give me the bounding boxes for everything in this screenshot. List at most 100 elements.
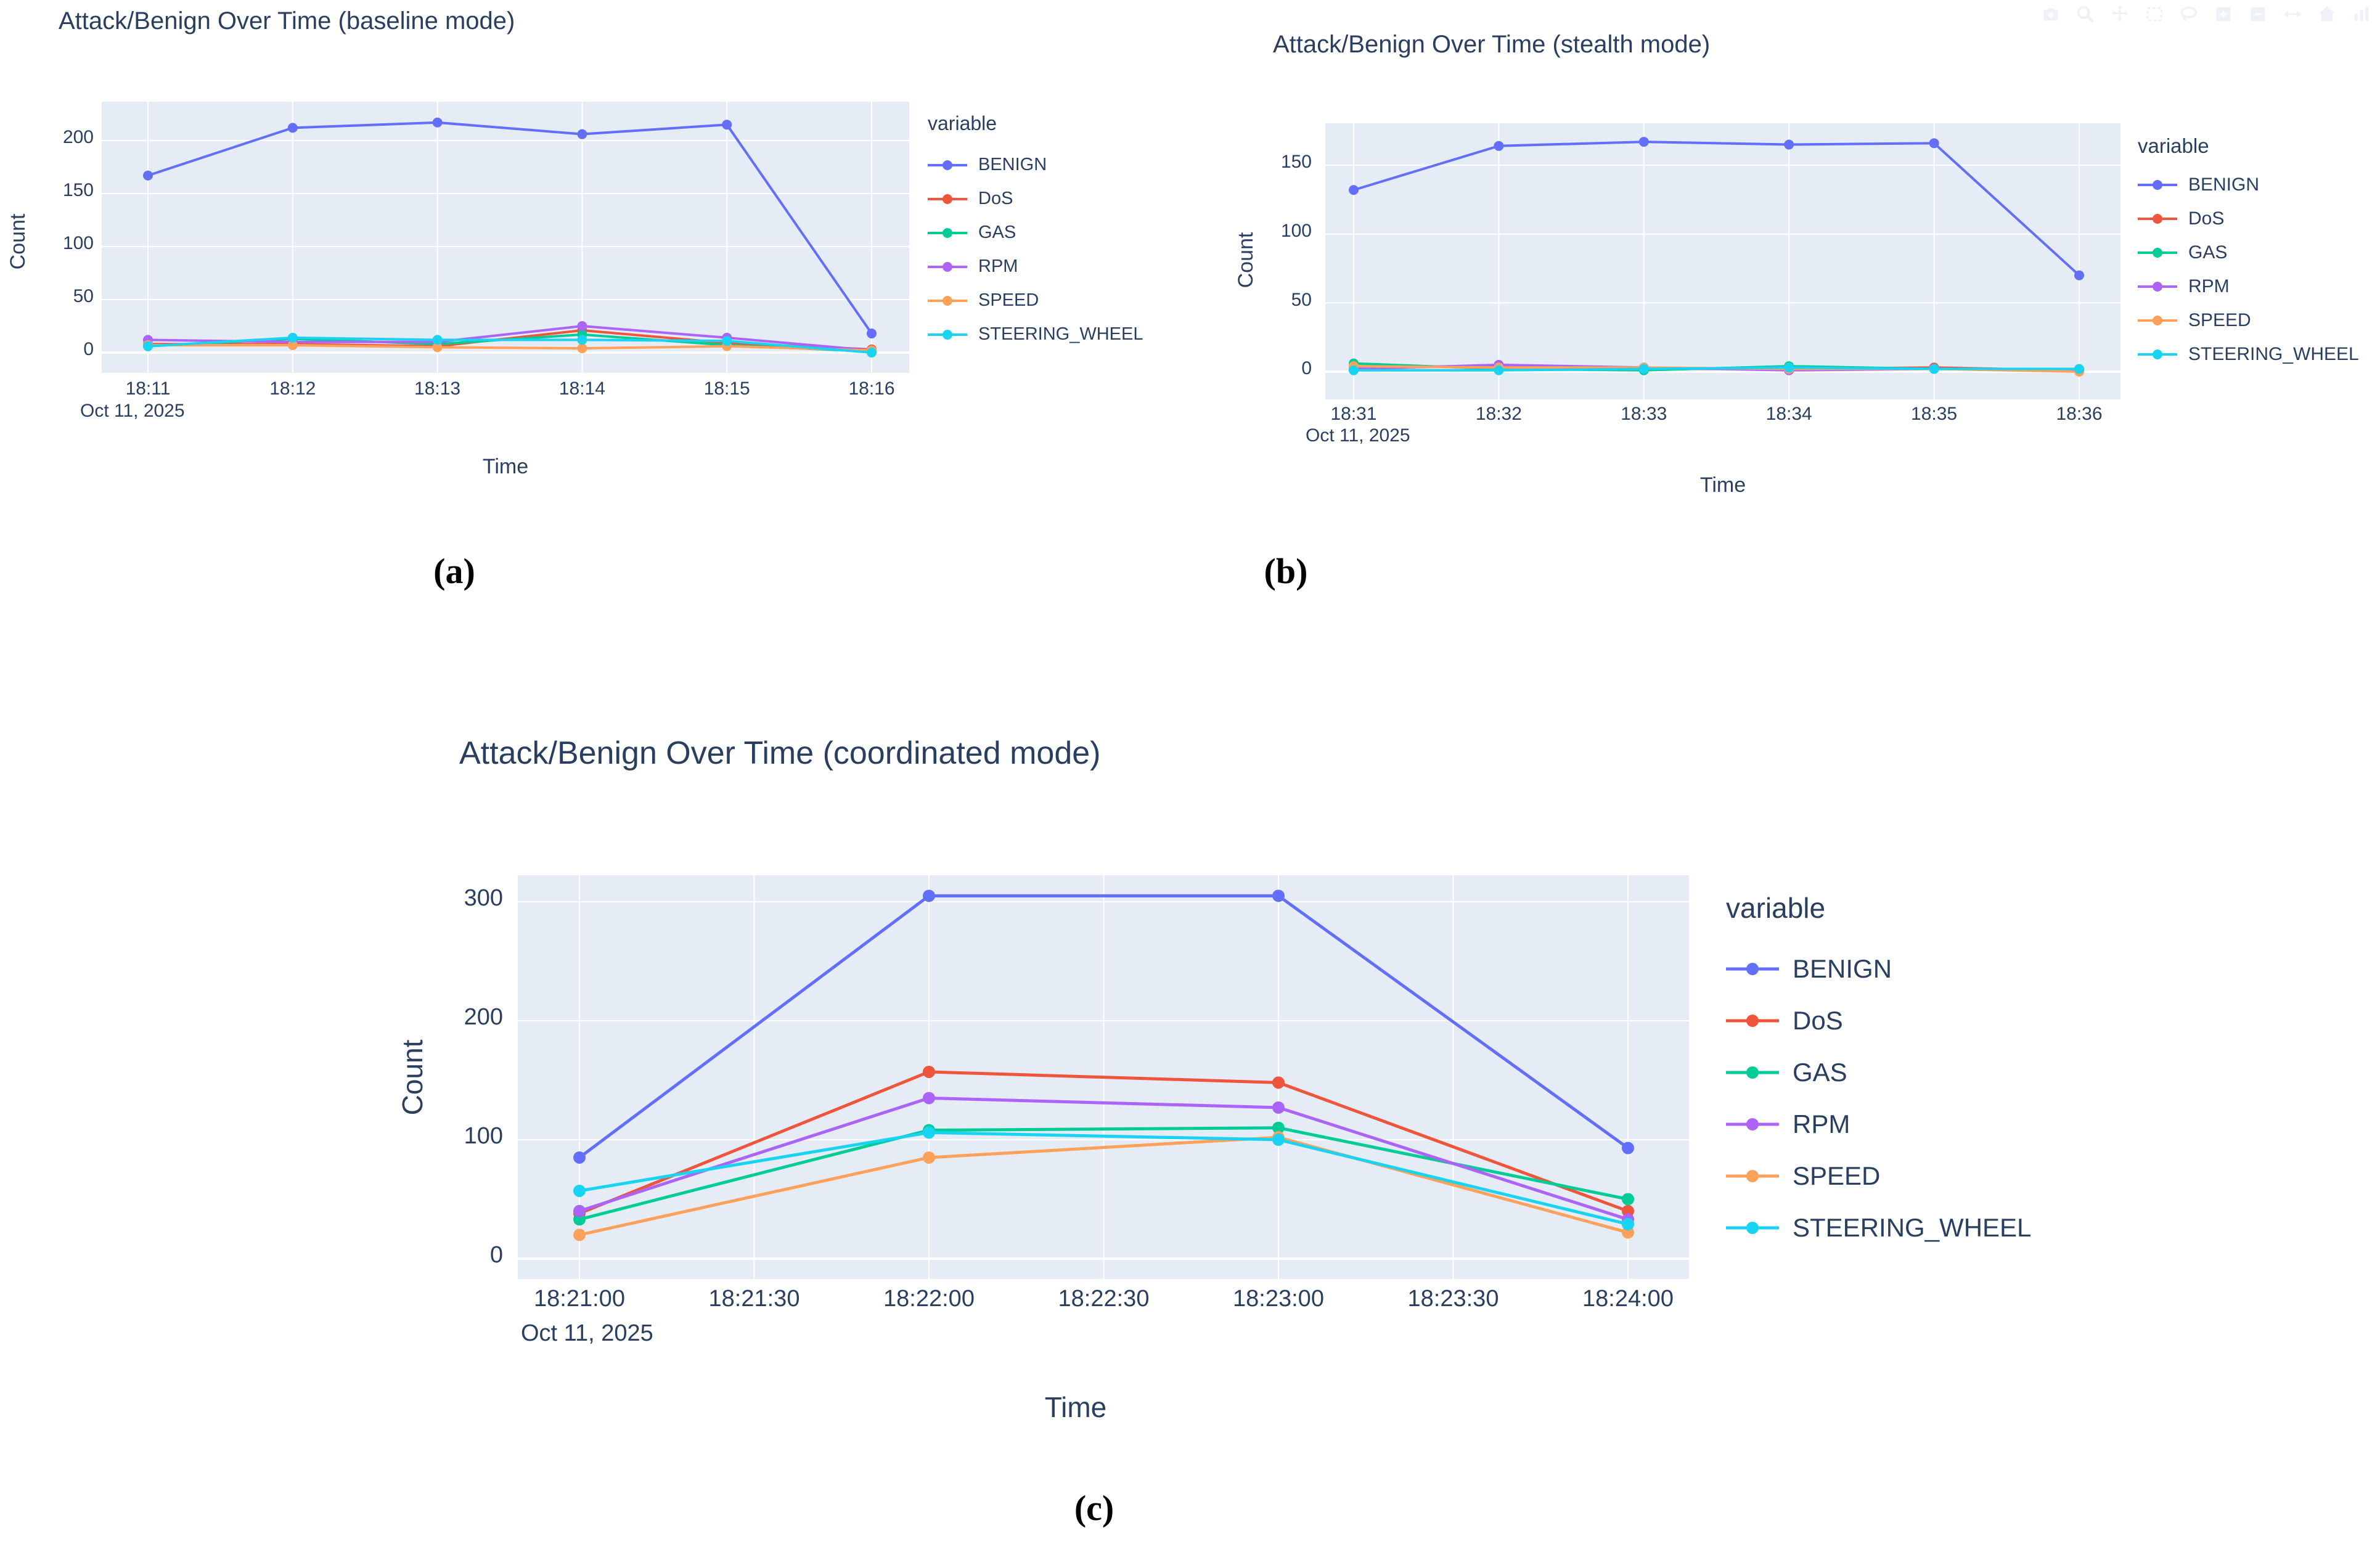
legend-item-steering_wheel[interactable]: STEERING_WHEEL	[2138, 337, 2359, 371]
data-point-steering_wheel[interactable]	[287, 332, 298, 343]
series-line-speed[interactable]	[147, 343, 873, 352]
y-tick-label: 150	[62, 180, 94, 201]
y-tick-label: 0	[83, 339, 94, 360]
y-tick-label: 200	[464, 1003, 503, 1030]
legend-item-dos[interactable]: DoS	[2138, 202, 2224, 235]
lasso-icon[interactable]	[2177, 4, 2201, 25]
reset-axes-icon[interactable]	[2315, 4, 2339, 25]
legend-item-dos[interactable]: DoS	[928, 182, 1013, 216]
data-point-rpm[interactable]	[573, 1204, 586, 1217]
data-point-benign[interactable]	[1349, 185, 1359, 195]
legend-item-gas[interactable]: GAS	[1726, 1047, 1847, 1098]
data-point-benign[interactable]	[432, 117, 443, 128]
data-point-benign[interactable]	[2074, 270, 2084, 280]
y-tick-label: 200	[62, 127, 94, 148]
data-point-steering_wheel[interactable]	[1622, 1218, 1634, 1231]
x-tick-label: 18:24:00	[1582, 1286, 1674, 1312]
legend-label: SPEED	[2188, 309, 2251, 330]
legend-item-rpm[interactable]: RPM	[1726, 1098, 1850, 1150]
data-point-benign[interactable]	[577, 129, 587, 139]
data-point-steering_wheel[interactable]	[1929, 364, 1939, 374]
autoscale-icon[interactable]	[2280, 4, 2305, 25]
data-point-rpm[interactable]	[1272, 1101, 1285, 1114]
data-point-steering_wheel[interactable]	[2074, 364, 2084, 374]
legend-item-speed[interactable]: SPEED	[928, 284, 1039, 317]
plot-background[interactable]	[1325, 123, 2120, 399]
data-point-steering_wheel[interactable]	[923, 1126, 935, 1139]
data-point-steering_wheel[interactable]	[1638, 364, 1649, 374]
plotly-logo-icon[interactable]	[2349, 4, 2374, 25]
series-line-steering_wheel[interactable]	[578, 1130, 1630, 1226]
y-tick-label: 100	[464, 1122, 503, 1149]
data-point-steering_wheel[interactable]	[1349, 365, 1359, 375]
legend-label: GAS	[2188, 242, 2228, 263]
legend-item-rpm[interactable]: RPM	[928, 250, 1018, 284]
legend-item-benign[interactable]: BENIGN	[1726, 943, 1892, 995]
legend-item-benign[interactable]: BENIGN	[928, 148, 1047, 182]
data-point-speed[interactable]	[573, 1228, 586, 1241]
series-line-steering_wheel[interactable]	[1352, 366, 2080, 372]
pan-icon[interactable]	[2108, 4, 2132, 25]
plot-background[interactable]	[102, 102, 909, 373]
data-point-benign[interactable]	[1622, 1142, 1634, 1154]
legend-item-speed[interactable]: SPEED	[2138, 303, 2251, 337]
data-point-speed[interactable]	[577, 343, 587, 354]
legend-item-speed[interactable]: SPEED	[1726, 1150, 1880, 1202]
zoom-icon[interactable]	[2073, 4, 2098, 25]
zoom-in-icon[interactable]	[2211, 4, 2236, 25]
data-point-speed[interactable]	[287, 340, 298, 350]
x-tick-label: 18:13	[414, 378, 461, 399]
series-line-benign[interactable]	[578, 894, 1630, 1159]
data-point-speed[interactable]	[432, 342, 443, 353]
data-point-benign[interactable]	[722, 120, 732, 130]
camera-icon[interactable]	[2039, 4, 2063, 25]
data-point-benign[interactable]	[143, 170, 153, 181]
data-point-steering_wheel[interactable]	[1494, 365, 1504, 375]
legend-marker-icon	[1726, 1015, 1779, 1027]
series-line-speed[interactable]	[578, 1135, 1630, 1236]
series-line-dos[interactable]	[578, 1070, 1630, 1216]
data-point-dos[interactable]	[1272, 1076, 1285, 1089]
series-line-rpm[interactable]	[578, 1096, 1630, 1221]
data-point-dos[interactable]	[923, 1065, 935, 1078]
data-point-gas[interactable]	[1622, 1193, 1634, 1206]
data-point-rpm[interactable]	[923, 1092, 935, 1105]
data-point-benign[interactable]	[867, 329, 877, 339]
legend-item-steering_wheel[interactable]: STEERING_WHEEL	[928, 317, 1143, 351]
data-point-benign[interactable]	[1784, 139, 1794, 150]
legend-item-benign[interactable]: BENIGN	[2138, 168, 2259, 202]
series-line-rpm[interactable]	[147, 325, 873, 352]
zoom-out-icon[interactable]	[2246, 4, 2270, 25]
data-point-steering_wheel[interactable]	[1784, 362, 1794, 373]
data-point-steering_wheel[interactable]	[432, 335, 443, 345]
series-line-benign[interactable]	[147, 121, 873, 335]
data-point-benign[interactable]	[1272, 889, 1285, 902]
data-point-steering_wheel[interactable]	[573, 1184, 586, 1197]
data-point-benign[interactable]	[573, 1151, 586, 1164]
chart-c-date-label: Oct 11, 2025	[521, 1320, 653, 1346]
data-point-benign[interactable]	[923, 889, 935, 902]
data-point-benign[interactable]	[1494, 141, 1504, 151]
data-point-benign[interactable]	[287, 123, 298, 133]
data-point-benign[interactable]	[1638, 137, 1649, 147]
data-point-rpm[interactable]	[577, 321, 587, 331]
data-point-benign[interactable]	[1929, 138, 1939, 149]
series-line-benign[interactable]	[1352, 141, 2080, 277]
data-point-steering_wheel[interactable]	[143, 341, 153, 351]
legend-item-dos[interactable]: DoS	[1726, 995, 1843, 1047]
x-tick-label: 18:32	[1475, 404, 1522, 424]
data-point-speed[interactable]	[923, 1151, 935, 1164]
data-point-steering_wheel[interactable]	[577, 335, 587, 345]
data-point-steering_wheel[interactable]	[867, 348, 877, 358]
chart-b-date-label: Oct 11, 2025	[1306, 425, 1410, 446]
series-line-steering_wheel[interactable]	[147, 336, 873, 354]
box-select-icon[interactable]	[2142, 4, 2167, 25]
data-point-gas[interactable]	[1272, 1121, 1285, 1134]
data-point-steering_wheel[interactable]	[722, 336, 732, 346]
legend-item-rpm[interactable]: RPM	[2138, 269, 2230, 303]
data-point-steering_wheel[interactable]	[1272, 1134, 1285, 1146]
legend-label: GAS	[978, 223, 1016, 242]
legend-item-gas[interactable]: GAS	[2138, 235, 2227, 269]
legend-item-gas[interactable]: GAS	[928, 216, 1016, 250]
legend-item-steering_wheel[interactable]: STEERING_WHEEL	[1726, 1202, 2031, 1254]
